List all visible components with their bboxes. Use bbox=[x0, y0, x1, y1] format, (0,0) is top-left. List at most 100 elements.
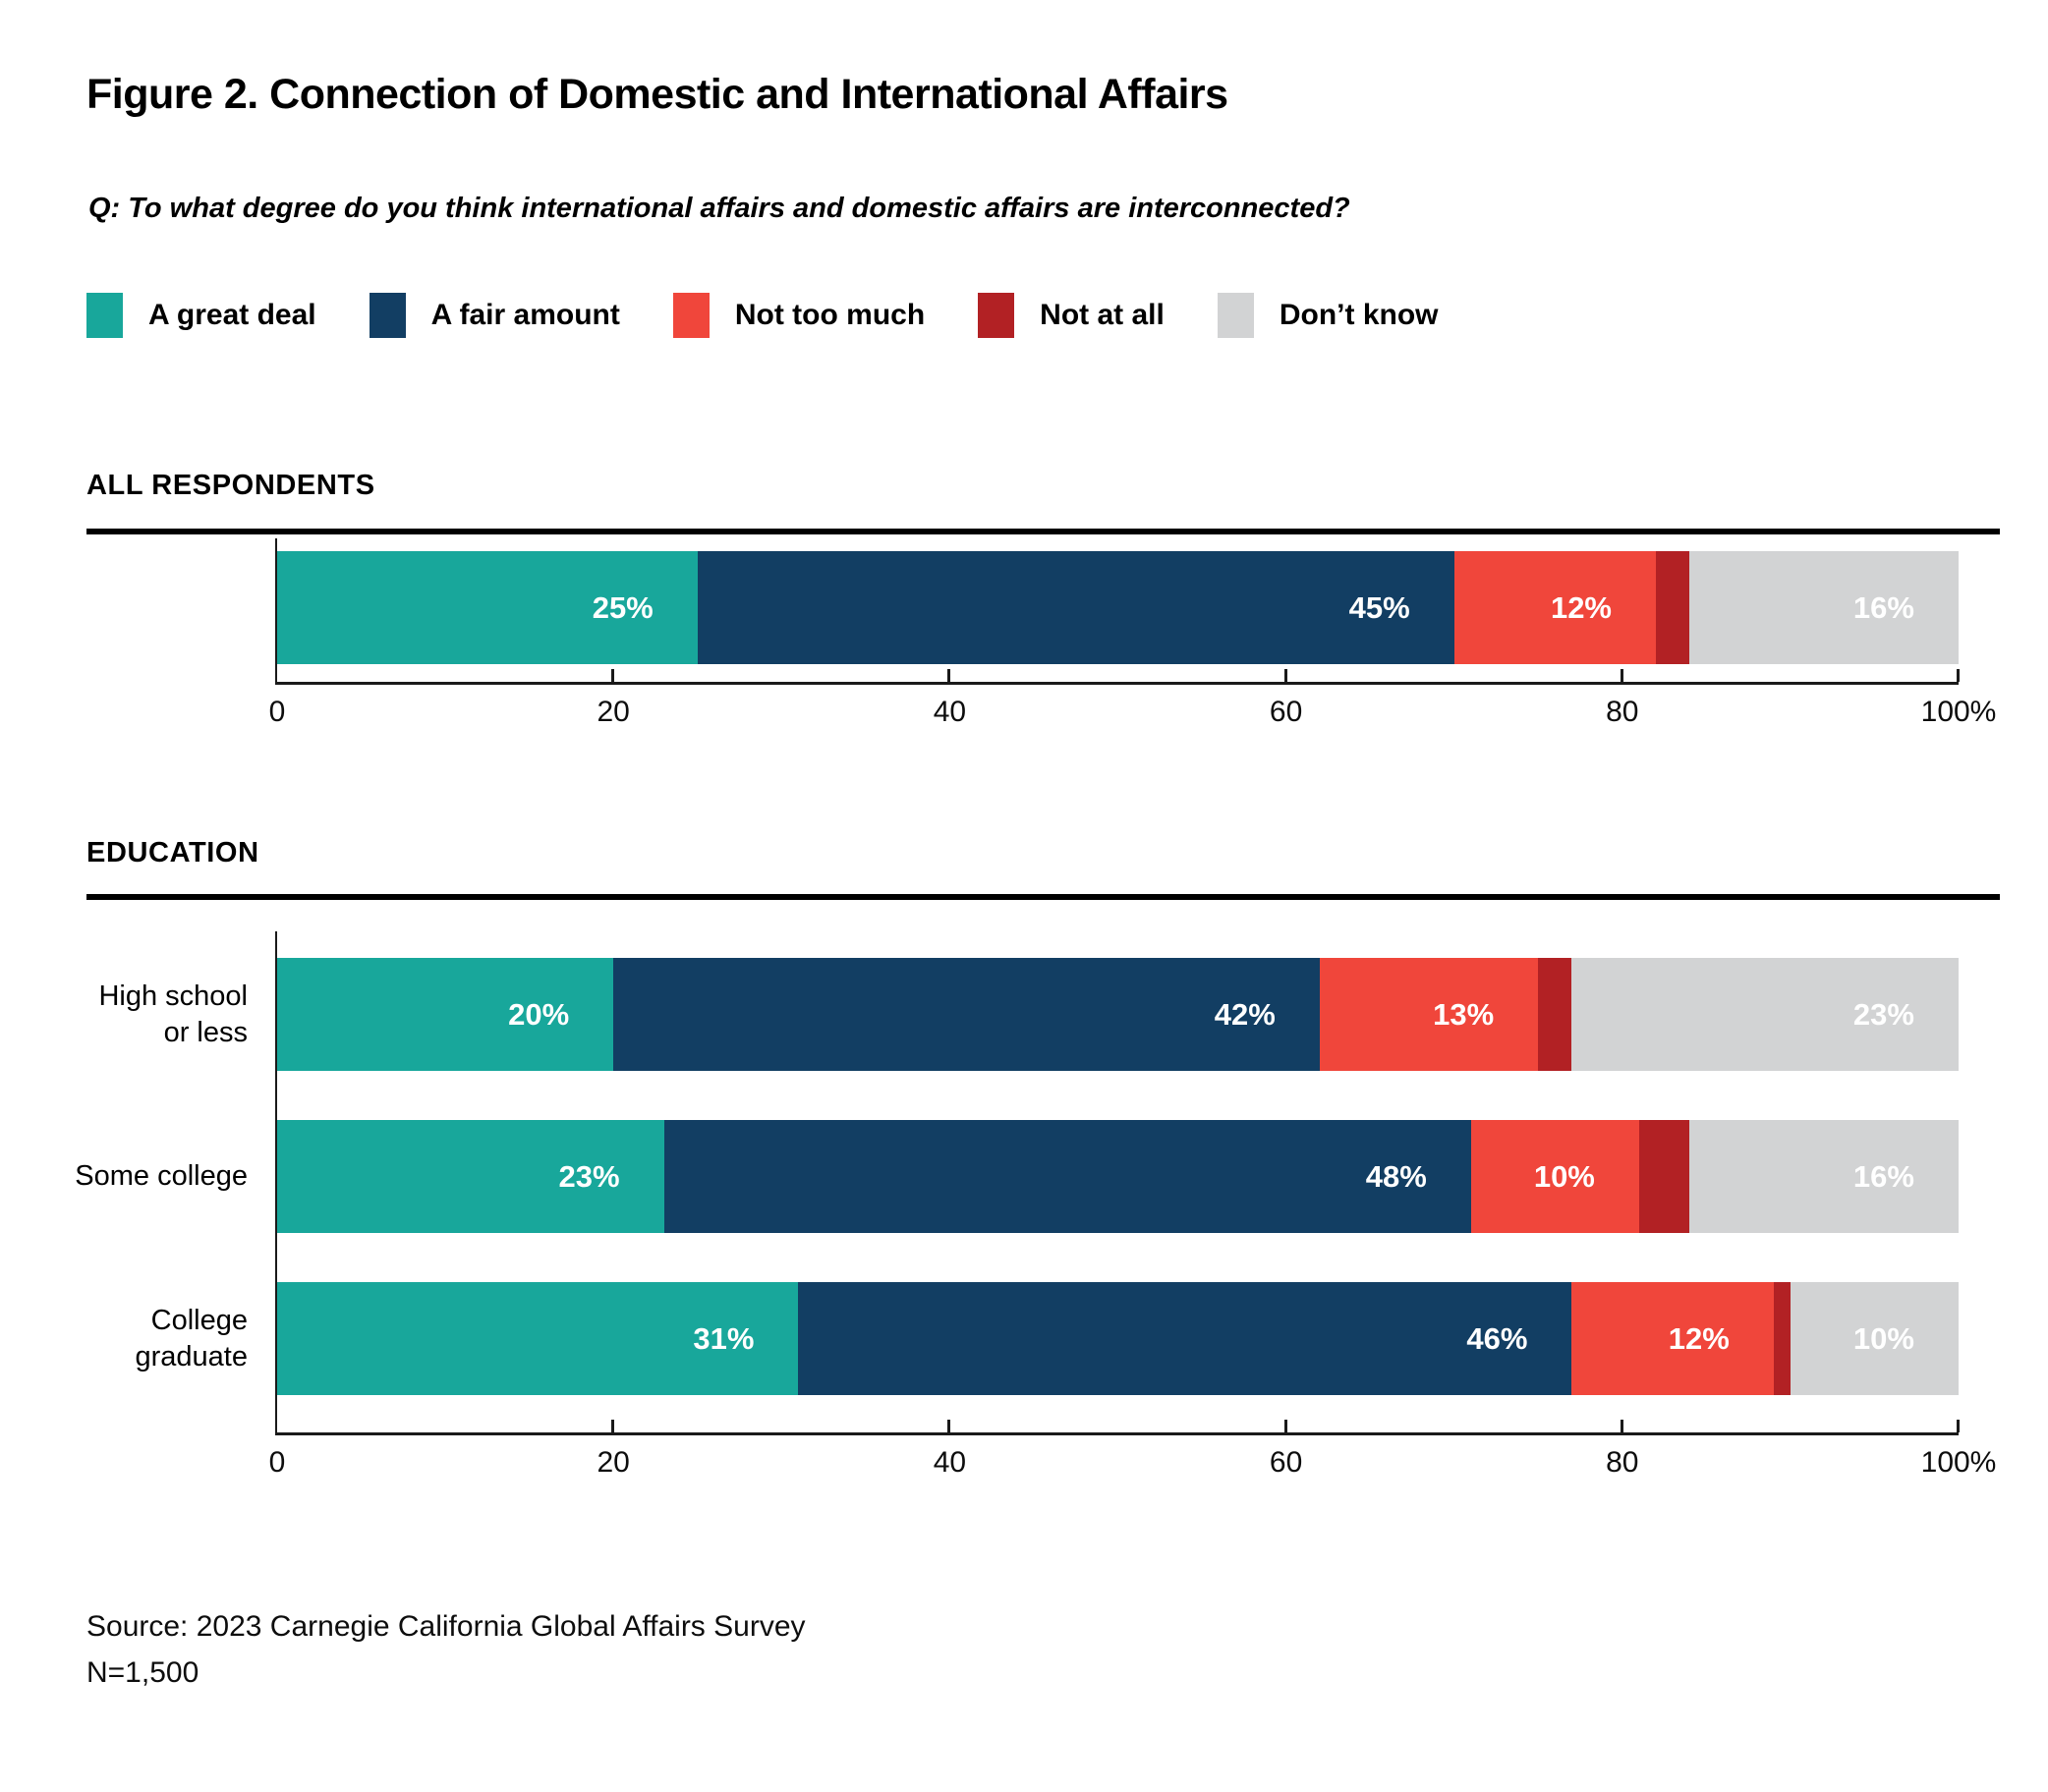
y-axis bbox=[275, 538, 277, 685]
legend-label: Not too much bbox=[734, 299, 926, 331]
category-label: High school or less bbox=[98, 980, 248, 1048]
axis-tick-label: 20 bbox=[597, 1446, 630, 1479]
y-axis bbox=[275, 931, 277, 1435]
bar-value-label: 42% bbox=[1214, 996, 1276, 1032]
bar-segment bbox=[1656, 551, 1690, 664]
bar-segment: 23% bbox=[277, 1120, 664, 1233]
axis-tick-label: 60 bbox=[1269, 1446, 1303, 1479]
axis-tick-label: 80 bbox=[1606, 696, 1639, 728]
bar-value-label: 45% bbox=[1348, 589, 1410, 625]
bar-row: 25% 45% 12% 16% bbox=[0, 551, 1959, 664]
legend-item: Not too much bbox=[672, 293, 926, 338]
x-axis bbox=[276, 1432, 1959, 1435]
sample-size: N=1,500 bbox=[86, 1656, 199, 1689]
legend-item: Don’t know bbox=[1217, 293, 1439, 338]
bar-value-label: 16% bbox=[1852, 1158, 1914, 1194]
axis-tick bbox=[1620, 669, 1623, 682]
bar-segment: 16% bbox=[1689, 551, 1959, 664]
bar-value-label: 10% bbox=[1852, 1320, 1914, 1356]
stacked-bar: 25% 45% 12% 16% bbox=[277, 551, 1959, 664]
axis-tick bbox=[1957, 1420, 1960, 1432]
bar-segment: 10% bbox=[1470, 1120, 1639, 1233]
bar-segment: 16% bbox=[1689, 1120, 1959, 1233]
bar-value-label: 12% bbox=[1550, 589, 1612, 625]
legend-swatch-icon bbox=[978, 293, 1015, 338]
bar-value-label: 20% bbox=[508, 996, 570, 1032]
bar-rows: High school or less 20% 42% 13% 23% Some colle… bbox=[0, 958, 1959, 1444]
legend-swatch-icon bbox=[86, 293, 123, 338]
section-rule bbox=[86, 894, 2000, 900]
axis-tick-label: 0 bbox=[268, 696, 286, 728]
axis-tick bbox=[1283, 669, 1287, 682]
bar-segment: 12% bbox=[1453, 551, 1656, 664]
source-line: Source: 2023 Carnegie California Global … bbox=[86, 1610, 806, 1643]
axis-tick-label: 40 bbox=[933, 696, 967, 728]
bar-segment: 13% bbox=[1319, 958, 1539, 1071]
section-header-all-respondents: ALL RESPONDENTS bbox=[86, 470, 375, 501]
axis-tick-label: 40 bbox=[933, 1446, 967, 1479]
bar-segment: 12% bbox=[1571, 1282, 1774, 1395]
bar-value-label: 31% bbox=[693, 1320, 755, 1356]
axis-tick bbox=[947, 1420, 951, 1432]
chart-education: High school or less 20% 42% 13% 23% Some colle… bbox=[0, 931, 2048, 1501]
bar-row: Some college 23% 48% 10% 16% bbox=[0, 1120, 1959, 1233]
bar-value-label: 23% bbox=[558, 1158, 620, 1194]
stacked-bar: 23% 48% 10% 16% bbox=[277, 1120, 1959, 1233]
axis-tick bbox=[611, 1420, 615, 1432]
legend: A great deal A fair amount Not too much Not… bbox=[86, 293, 1492, 338]
axis-tick bbox=[1283, 1420, 1287, 1432]
bar-segment: 23% bbox=[1571, 958, 1959, 1071]
bar-rows: 25% 45% 12% 16% bbox=[0, 551, 1959, 713]
bar-segment: 42% bbox=[613, 958, 1320, 1071]
x-axis bbox=[276, 682, 1959, 685]
legend-item: A fair amount bbox=[369, 293, 620, 338]
category-label: College graduate bbox=[135, 1304, 249, 1372]
bar-row: High school or less 20% 42% 13% 23% bbox=[0, 958, 1959, 1071]
axis-tick-label: 100% bbox=[1920, 1446, 1997, 1479]
bar-value-label: 23% bbox=[1852, 996, 1914, 1032]
bar-segment bbox=[1538, 958, 1572, 1071]
bar-value-label: 25% bbox=[592, 589, 654, 625]
axis-tick-label: 80 bbox=[1606, 1446, 1639, 1479]
legend-label: Don’t know bbox=[1279, 299, 1439, 331]
bar-value-label: 10% bbox=[1533, 1158, 1595, 1194]
bar-value-label: 13% bbox=[1433, 996, 1495, 1032]
bar-row: College graduate 31% 46% 12% 10% bbox=[0, 1282, 1959, 1395]
bar-segment: 31% bbox=[277, 1282, 799, 1395]
legend-label: A great deal bbox=[148, 299, 316, 331]
bar-segment: 48% bbox=[663, 1120, 1471, 1233]
bar-segment: 10% bbox=[1790, 1282, 1959, 1395]
section-rule bbox=[86, 529, 2000, 534]
survey-question: Q: To what degree do you think internati… bbox=[88, 193, 1350, 224]
legend-item: A great deal bbox=[86, 293, 316, 338]
stacked-bar: 31% 46% 12% 10% bbox=[277, 1282, 1959, 1395]
axis-tick bbox=[947, 669, 951, 682]
bar-segment: 45% bbox=[697, 551, 1454, 664]
legend-swatch-icon bbox=[369, 293, 406, 338]
bar-segment: 20% bbox=[277, 958, 614, 1071]
axis-tick bbox=[1957, 669, 1960, 682]
bar-value-label: 16% bbox=[1852, 589, 1914, 625]
legend-item: Not at all bbox=[978, 293, 1165, 338]
legend-swatch-icon bbox=[672, 293, 710, 338]
axis-tick-label: 0 bbox=[268, 1446, 286, 1479]
bar-segment bbox=[1638, 1120, 1690, 1233]
section-header-education: EDUCATION bbox=[86, 837, 259, 868]
category-label: Some college bbox=[75, 1160, 248, 1192]
bar-segment: 46% bbox=[798, 1282, 1572, 1395]
axis-tick-label: 60 bbox=[1269, 696, 1303, 728]
figure-title: Figure 2. Connection of Domestic and Int… bbox=[86, 71, 1228, 118]
stacked-bar: 20% 42% 13% 23% bbox=[277, 958, 1959, 1071]
axis-tick-label: 20 bbox=[597, 696, 630, 728]
bar-segment: 25% bbox=[277, 551, 698, 664]
source-note: Source: 2023 Carnegie California Global … bbox=[86, 1603, 806, 1696]
legend-label: A fair amount bbox=[430, 299, 620, 331]
legend-swatch-icon bbox=[1217, 293, 1254, 338]
bar-segment bbox=[1773, 1282, 1791, 1395]
axis-tick bbox=[1620, 1420, 1623, 1432]
axis-tick-label: 100% bbox=[1920, 696, 1997, 728]
bar-value-label: 12% bbox=[1668, 1320, 1730, 1356]
bar-value-label: 48% bbox=[1365, 1158, 1427, 1194]
chart-all-respondents: 25% 45% 12% 16% 0 20 40 60 80 100% bbox=[0, 538, 2048, 755]
